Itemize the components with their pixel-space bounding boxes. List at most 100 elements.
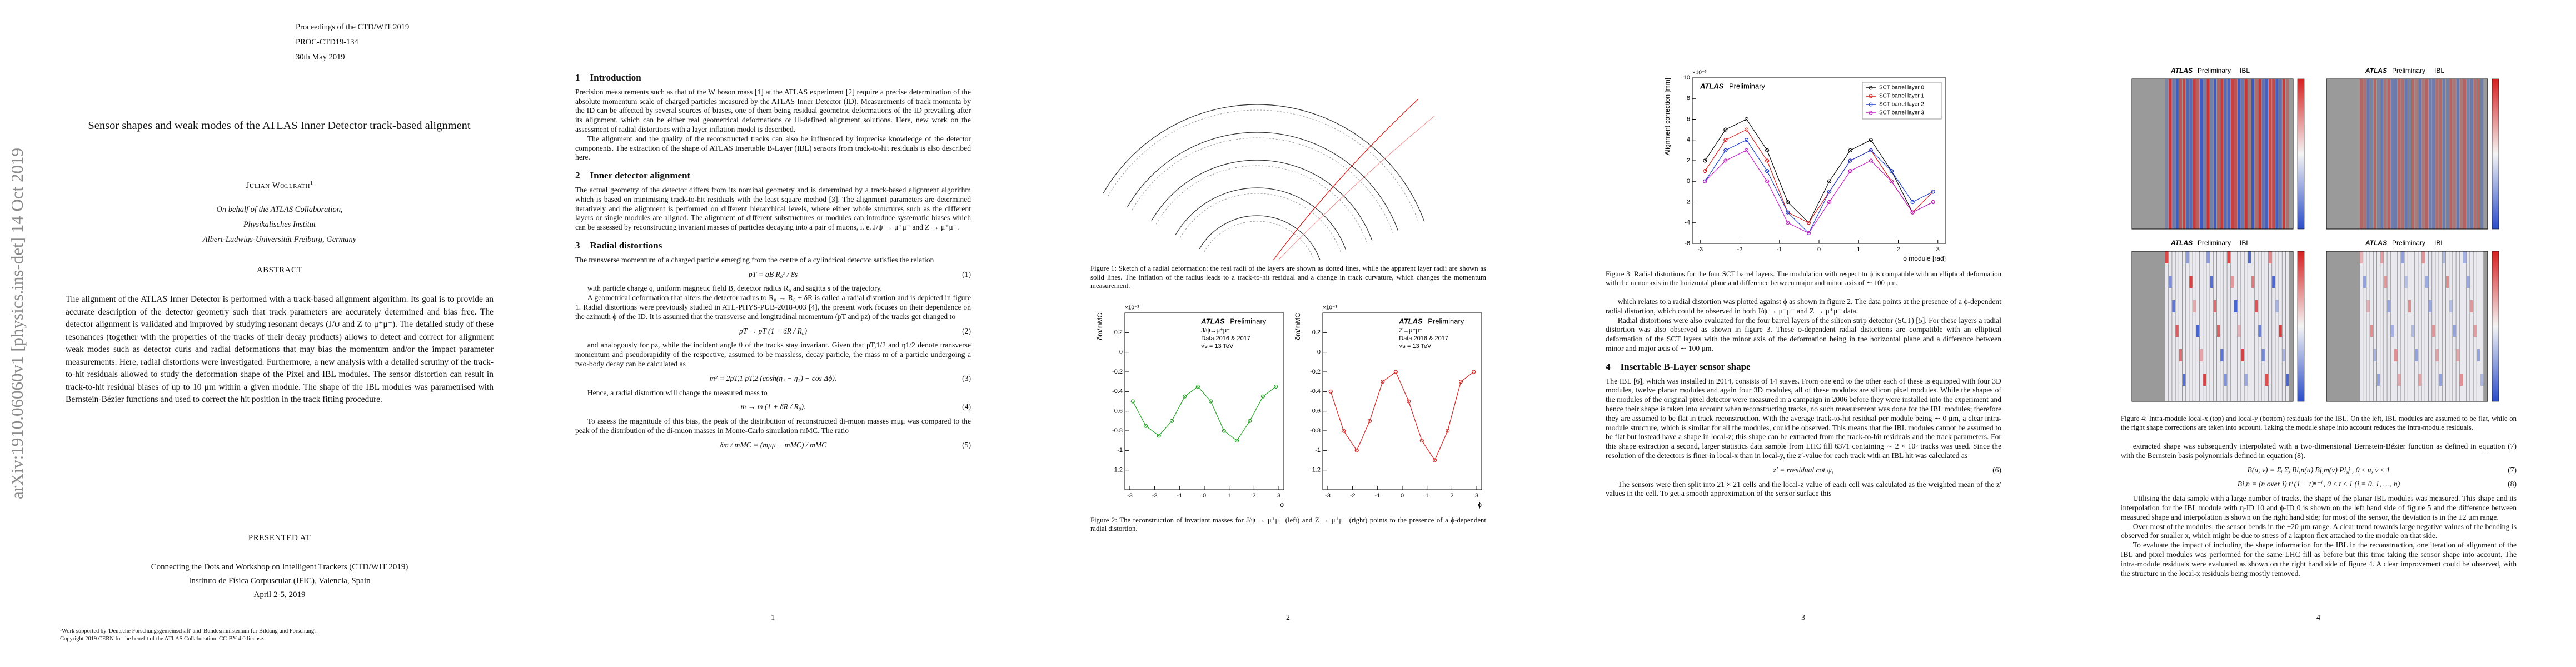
- equation: Bi,n = (n over i) tⁱ (1 − t)ⁿ⁻ⁱ , 0 ≤ t …: [2121, 480, 2517, 489]
- data-point: [1432, 457, 1437, 462]
- paragraph: A geometrical deformation that alters th…: [575, 293, 971, 321]
- x-tick-label: 0: [1401, 492, 1404, 499]
- map-stripe: [2363, 251, 2366, 401]
- equation-number: (3): [962, 374, 971, 382]
- map-band: [2394, 349, 2398, 361]
- status-label: Preliminary: [1428, 317, 1464, 325]
- equation: m² = 2pT,1 pT,2 (cosh(η₁ − η₂) − cos Δϕ)…: [575, 374, 971, 384]
- map-band: [2373, 349, 2376, 361]
- map-band: [2186, 251, 2189, 263]
- map-band: [2175, 325, 2179, 337]
- map-stripe: [2272, 251, 2275, 401]
- data-point: [1806, 221, 1811, 225]
- experiment-label: ATLAS: [2365, 67, 2387, 74]
- y-tick-label: 4: [1687, 137, 1690, 143]
- map-stripe: [2248, 251, 2251, 401]
- status-label: Preliminary: [2198, 67, 2231, 74]
- x-tick-label: 0: [1203, 492, 1206, 499]
- map-stripe: [2175, 79, 2179, 229]
- map-stripe: [2234, 79, 2238, 229]
- x-tick-label: -3: [1325, 492, 1331, 499]
- page-number: 4: [2316, 614, 2320, 622]
- data-point: [1745, 138, 1749, 142]
- status-label: Preliminary: [2198, 239, 2231, 247]
- map-stripe: [2411, 251, 2415, 401]
- map-band: [2282, 349, 2285, 361]
- footnotes: ¹Work supported by 'Deutsche Forschungsg…: [60, 628, 482, 643]
- data-point: [1889, 179, 1894, 183]
- data-point: [1234, 438, 1239, 442]
- map-stripe: [2418, 79, 2421, 229]
- x-tick-label: -2: [1152, 492, 1158, 499]
- data-point: [1848, 158, 1852, 163]
- legend-label: SCT barrel layer 2: [1879, 102, 1924, 108]
- x-tick-label: 1: [1426, 492, 1429, 499]
- figure-caption: Figure 2: The reconstruction of invarian…: [1090, 516, 1486, 533]
- map-band: [2165, 251, 2169, 263]
- map-band: [2230, 276, 2234, 288]
- data-point: [1910, 210, 1915, 215]
- section-heading: 2 Inner detector alignment: [575, 171, 971, 181]
- y-tick-label: -6: [1685, 240, 1690, 247]
- equation-expression: m² = 2pT,1 pT,2 (cosh(η₁ − η₂) − cos Δϕ)…: [709, 374, 837, 382]
- map-stripe: [2183, 251, 2186, 401]
- abstract: The alignment of the ATLAS Inner Detecto…: [66, 295, 494, 404]
- equation-number: (8): [2508, 480, 2517, 489]
- conference-line: Instituto de Física Corpuscular (IFIC), …: [188, 576, 371, 585]
- map-stripe: [2408, 251, 2411, 401]
- legend-label: SCT barrel layer 1: [1879, 93, 1924, 99]
- footnote: ¹Work supported by 'Deutsche Forschungsg…: [60, 628, 317, 634]
- detector-label: IBL: [2240, 67, 2250, 74]
- legend-marker: [1869, 94, 1873, 98]
- map-stripe: [2234, 251, 2238, 401]
- map-stripe: [2411, 79, 2415, 229]
- map-stripe: [2230, 79, 2234, 229]
- map-stripe: [2373, 79, 2376, 229]
- map-stripe: [2169, 251, 2172, 401]
- map-stripe: [2380, 79, 2384, 229]
- y-tick-label: -0.4: [1310, 388, 1321, 395]
- data-point: [1931, 200, 1935, 205]
- data-point: [1703, 158, 1707, 163]
- map-stripe: [2432, 79, 2435, 229]
- map-band: [2449, 300, 2453, 312]
- map-stripe: [2366, 251, 2370, 401]
- equation-expression: pT → pT (1 + δR / R₀): [739, 326, 808, 335]
- x-tick-label: -1: [1374, 492, 1380, 499]
- map-stripe: [2439, 251, 2442, 401]
- section-heading: 1 Introduction: [575, 73, 971, 83]
- map-band: [2169, 276, 2172, 288]
- data-point: [1472, 369, 1476, 374]
- map-stripe: [2210, 251, 2213, 401]
- equation-expression: pT = qB R₀² / 8s: [748, 270, 798, 278]
- map-stripe: [2241, 79, 2244, 229]
- title: Sensor shapes and weak modes of the ATLA…: [88, 120, 471, 132]
- track: [1273, 98, 1419, 260]
- equation-expression: z′ = rresidual cot ψ,: [1773, 465, 1834, 474]
- y-tick-label: -0.6: [1112, 407, 1123, 414]
- equation-number: (5): [962, 440, 971, 449]
- map-stripe: [2377, 79, 2380, 229]
- legend-label: SCT barrel layer 0: [1879, 85, 1924, 91]
- paragraph: extracted shape was subsequently interpo…: [2121, 442, 2517, 460]
- equation-number: (1): [962, 270, 971, 278]
- map-stripe: [2179, 251, 2182, 401]
- affiliation-line: On behalf of the ATLAS Collaboration,: [216, 205, 343, 214]
- data-point: [1869, 148, 1873, 152]
- map-band: [2265, 374, 2268, 386]
- map-band: [2366, 300, 2370, 312]
- series-line: [1705, 139, 1934, 234]
- data-point: [1367, 419, 1372, 423]
- section-title: Insertable B-Layer sensor shape: [1620, 361, 1751, 372]
- map-stripe: [2210, 79, 2213, 229]
- author: Julian Wollrath1: [66, 180, 494, 191]
- data-point: [1458, 379, 1463, 384]
- map-stripe: [2261, 79, 2265, 229]
- figure: ATLAS Preliminary IBL ATLAS Preliminary IBL AT…: [2121, 66, 2517, 432]
- map-stripe: [2370, 79, 2373, 229]
- map-band: [2189, 276, 2193, 288]
- map-band: [2286, 374, 2289, 386]
- map-band: [2435, 349, 2439, 361]
- section-heading: 3 Radial distortions: [575, 241, 971, 251]
- figure: -3 -2 -1 0 1 2 3 -1.2 -1 -0.8 -0.6 -0.4 -0.2 0 0.2 ϕ δm/…: [1090, 301, 1486, 534]
